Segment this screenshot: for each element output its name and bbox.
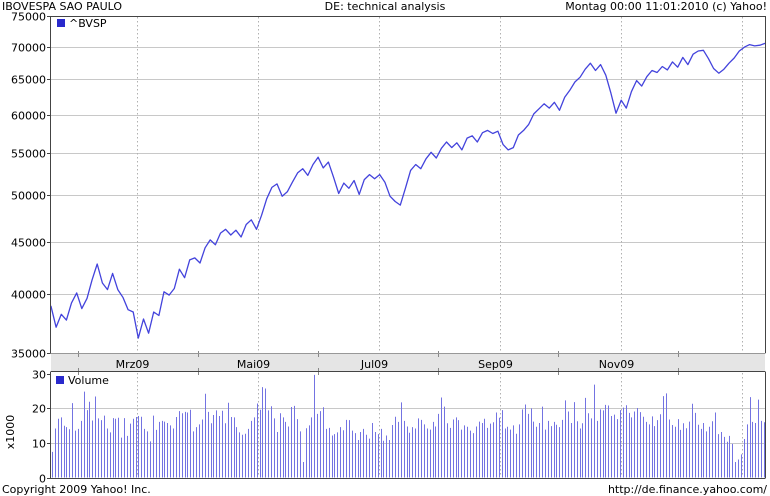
volume-tick-label: 10 <box>32 438 46 451</box>
month-label: Sep09 <box>478 358 513 371</box>
price-tick-label: 70000 <box>11 42 46 55</box>
month-label: Mrz09 <box>116 358 150 371</box>
month-band <box>51 354 765 371</box>
volume-unit-label: x1000 <box>4 415 17 450</box>
month-label: Jul09 <box>360 358 388 371</box>
volume-tick-label: 20 <box>32 403 46 416</box>
price-tick-label: 55000 <box>11 148 46 161</box>
price-tick-label: 35000 <box>11 348 46 361</box>
price-tick-label: 60000 <box>11 110 46 123</box>
price-line <box>50 42 766 339</box>
price-tick-label: 65000 <box>11 74 46 87</box>
price-tick-label: 45000 <box>11 237 46 250</box>
volume-legend-label: Volume <box>68 374 109 387</box>
header-subtitle: DE: technical analysis <box>324 0 446 13</box>
volume-tick-label: 0 <box>39 473 46 486</box>
footer-copyright: Copyright 2009 Yahoo! Inc. <box>2 483 151 496</box>
header-title: IBOVESPA SAO PAULO <box>2 0 123 13</box>
month-label: Nov09 <box>599 358 634 371</box>
volume-tick-label: 30 <box>32 369 46 382</box>
footer-url: http://de.finance.yahoo.com/ <box>607 483 767 496</box>
price-tick-label: 75000 <box>11 11 46 24</box>
plot-area: 75000 70000 65000 60000 55000 50000 45000 40000… <box>11 11 766 486</box>
month-label: Mai09 <box>237 358 270 371</box>
price-legend-square <box>57 19 65 27</box>
price-tick-label: 50000 <box>11 190 46 203</box>
header-timestamp: Montag 00:00 11:01:2010 (c) Yahoo! <box>565 0 767 13</box>
volume-legend-square <box>56 376 64 384</box>
volume-bars <box>52 374 765 478</box>
price-legend-label: ^BVSP <box>69 17 107 30</box>
price-tick-label: 40000 <box>11 289 46 302</box>
